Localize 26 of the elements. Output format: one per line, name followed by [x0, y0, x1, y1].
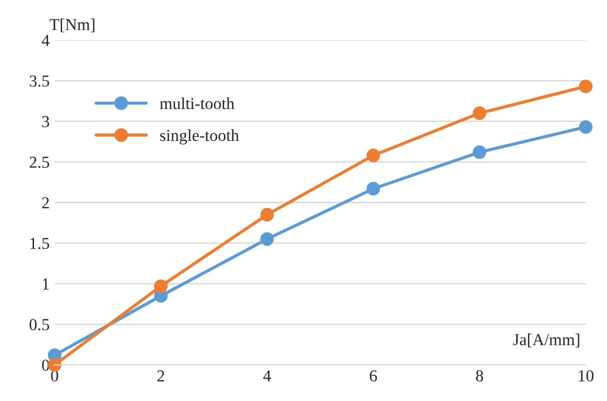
- y-tick-label: 1: [42, 278, 49, 290]
- x-tick-label: 6: [370, 370, 377, 382]
- y-tick-label: 3.5: [30, 75, 50, 87]
- point: [578, 80, 593, 94]
- y-tick-label: 1.5: [30, 238, 50, 250]
- y-tick-label: 4: [42, 34, 50, 46]
- point: [366, 148, 380, 162]
- point: [472, 106, 486, 120]
- y-tick-label: 0.5: [30, 319, 50, 330]
- y-axis-title: T[Nm]: [50, 18, 94, 32]
- point: [260, 232, 274, 246]
- point: [472, 145, 486, 159]
- point: [260, 208, 274, 222]
- point: [366, 182, 380, 196]
- y-tick-label: 2: [42, 197, 49, 208]
- x-tick-label: 4: [263, 370, 271, 382]
- x-axis-title: Ja[A/mm]: [513, 334, 580, 348]
- legend-label: multi-tooth: [160, 97, 234, 110]
- legend-label: single-tooth: [160, 129, 239, 144]
- y-tick-label: 3: [42, 116, 50, 128]
- x-tick-label: 8: [476, 370, 484, 382]
- x-tick-label: 2: [157, 370, 164, 382]
- point: [578, 120, 593, 134]
- x-tick-label: 10: [578, 370, 594, 382]
- y-tick-label: 2.5: [30, 156, 50, 168]
- point: [154, 279, 168, 293]
